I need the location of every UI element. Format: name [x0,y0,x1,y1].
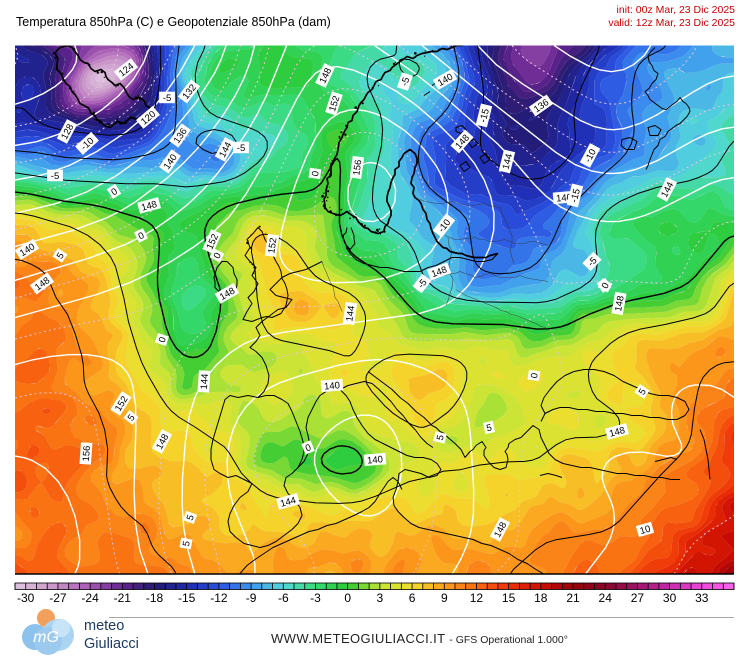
svg-text:0: 0 [600,281,612,291]
svg-text:3: 3 [377,591,384,605]
svg-text:5: 5 [485,422,492,434]
svg-text:148: 148 [613,295,627,313]
svg-text:0: 0 [529,372,541,379]
svg-text:5: 5 [435,434,447,442]
svg-text:152: 152 [266,237,279,254]
svg-text:12: 12 [470,591,484,605]
svg-text:-9: -9 [246,591,257,605]
svg-text:-3: -3 [310,591,321,605]
svg-text:0: 0 [212,251,224,261]
svg-text:24: 24 [599,591,613,605]
svg-text:0: 0 [137,230,147,242]
svg-text:5: 5 [637,387,649,398]
svg-text:-5: -5 [237,143,245,154]
svg-text:156: 156 [351,159,364,176]
svg-text:21: 21 [566,591,580,605]
svg-text:-21: -21 [114,591,132,605]
svg-text:-5: -5 [51,171,59,182]
svg-text:144: 144 [344,305,357,322]
svg-text:5: 5 [126,413,138,424]
svg-text:-30: -30 [17,591,35,605]
svg-text:-15: -15 [178,591,196,605]
svg-text:-15: -15 [478,108,492,124]
svg-text:-24: -24 [81,591,99,605]
svg-text:140: 140 [367,454,384,466]
svg-text:144: 144 [199,373,211,390]
svg-text:0: 0 [304,442,313,454]
svg-text:27: 27 [631,591,645,605]
svg-text:5: 5 [55,251,67,262]
svg-text:-12: -12 [210,591,228,605]
svg-text:30: 30 [663,591,677,605]
svg-text:-6: -6 [278,591,289,605]
svg-text:5: 5 [181,540,193,547]
svg-text:-15: -15 [569,188,583,204]
svg-text:0: 0 [157,336,169,344]
svg-text:148: 148 [608,425,626,440]
svg-text:0: 0 [310,170,322,177]
svg-text:152: 152 [327,95,342,113]
svg-text:5: 5 [185,513,197,522]
svg-text:0: 0 [344,591,351,605]
svg-text:-5: -5 [163,93,171,104]
svg-text:33: 33 [695,591,709,605]
svg-text:148: 148 [430,264,449,280]
svg-text:10: 10 [639,524,652,537]
svg-text:144: 144 [279,495,297,510]
svg-text:mG: mG [33,629,59,646]
svg-text:0: 0 [109,186,119,198]
svg-text:9: 9 [441,591,448,605]
svg-text:148: 148 [140,199,158,214]
svg-text:156: 156 [81,445,93,462]
svg-text:144: 144 [501,153,516,171]
svg-text:-5: -5 [399,76,412,87]
svg-text:6: 6 [409,591,416,605]
svg-text:15: 15 [502,591,516,605]
svg-text:-27: -27 [49,591,67,605]
svg-text:18: 18 [534,591,548,605]
svg-text:-18: -18 [146,591,164,605]
svg-text:140: 140 [324,380,341,392]
